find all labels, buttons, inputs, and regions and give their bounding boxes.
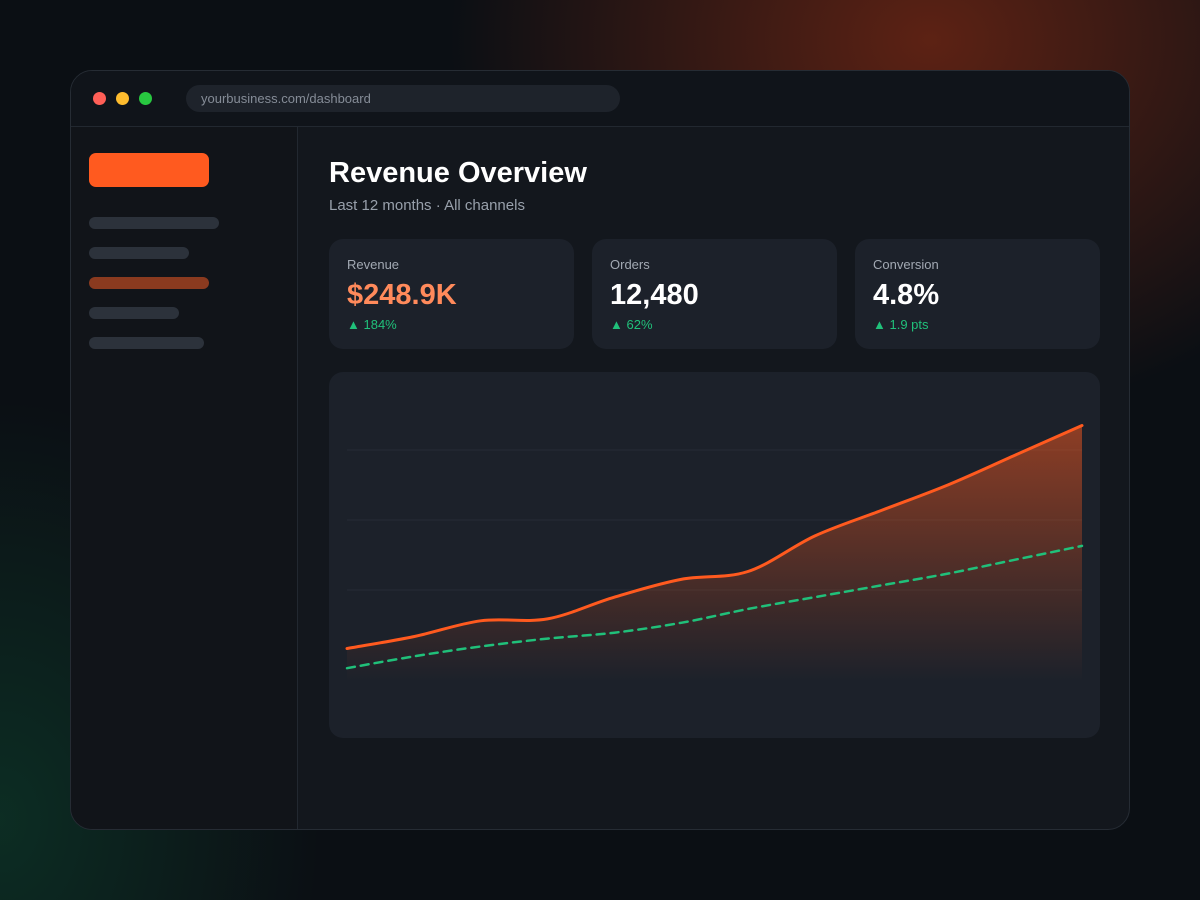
kpi-value: 12,480 (610, 279, 699, 311)
sidebar-item-4[interactable] (89, 307, 179, 319)
sidebar-item-active[interactable] (89, 277, 209, 289)
kpi-label: Conversion (873, 257, 939, 272)
kpi-delta: ▲ 1.9 pts (873, 317, 929, 332)
browser-window: yourbusiness.com/dashboard Revenue Overv… (70, 70, 1130, 830)
kpi-card-conversion: Conversion 4.8% ▲ 1.9 pts (855, 239, 1100, 349)
sidebar-item-2[interactable] (89, 247, 189, 259)
sidebar-item-5[interactable] (89, 337, 204, 349)
comparison-series-line (345, 544, 1084, 670)
kpi-card-revenue: Revenue $248.9K ▲ 184% (329, 239, 574, 349)
sidebar-item-1[interactable] (89, 217, 219, 229)
address-bar[interactable]: yourbusiness.com/dashboard (186, 85, 620, 112)
minimize-window-button[interactable] (116, 92, 129, 105)
revenue-series-line (345, 424, 1084, 650)
sidebar-logo[interactable] (89, 153, 209, 187)
page-title: Revenue Overview (329, 157, 587, 189)
chart-svg (345, 424, 1084, 682)
revenue-area-fill (347, 425, 1082, 682)
revenue-chart (329, 372, 1100, 738)
close-window-button[interactable] (93, 92, 106, 105)
kpi-value: $248.9K (347, 279, 457, 311)
kpi-delta: ▲ 184% (347, 317, 397, 332)
kpi-label: Orders (610, 257, 650, 272)
kpi-label: Revenue (347, 257, 400, 272)
sidebar (71, 127, 298, 829)
kpi-delta: ▲ 62% (610, 317, 653, 332)
kpi-value: 4.8% (873, 279, 940, 311)
main-content: Revenue Overview Last 12 months · All ch… (299, 127, 1129, 829)
browser-titlebar: yourbusiness.com/dashboard (71, 71, 1129, 127)
kpi-card-orders: Orders 12,480 ▲ 62% (592, 239, 837, 349)
page-subtitle: Last 12 months · All channels (329, 197, 525, 214)
maximize-window-button[interactable] (139, 92, 152, 105)
